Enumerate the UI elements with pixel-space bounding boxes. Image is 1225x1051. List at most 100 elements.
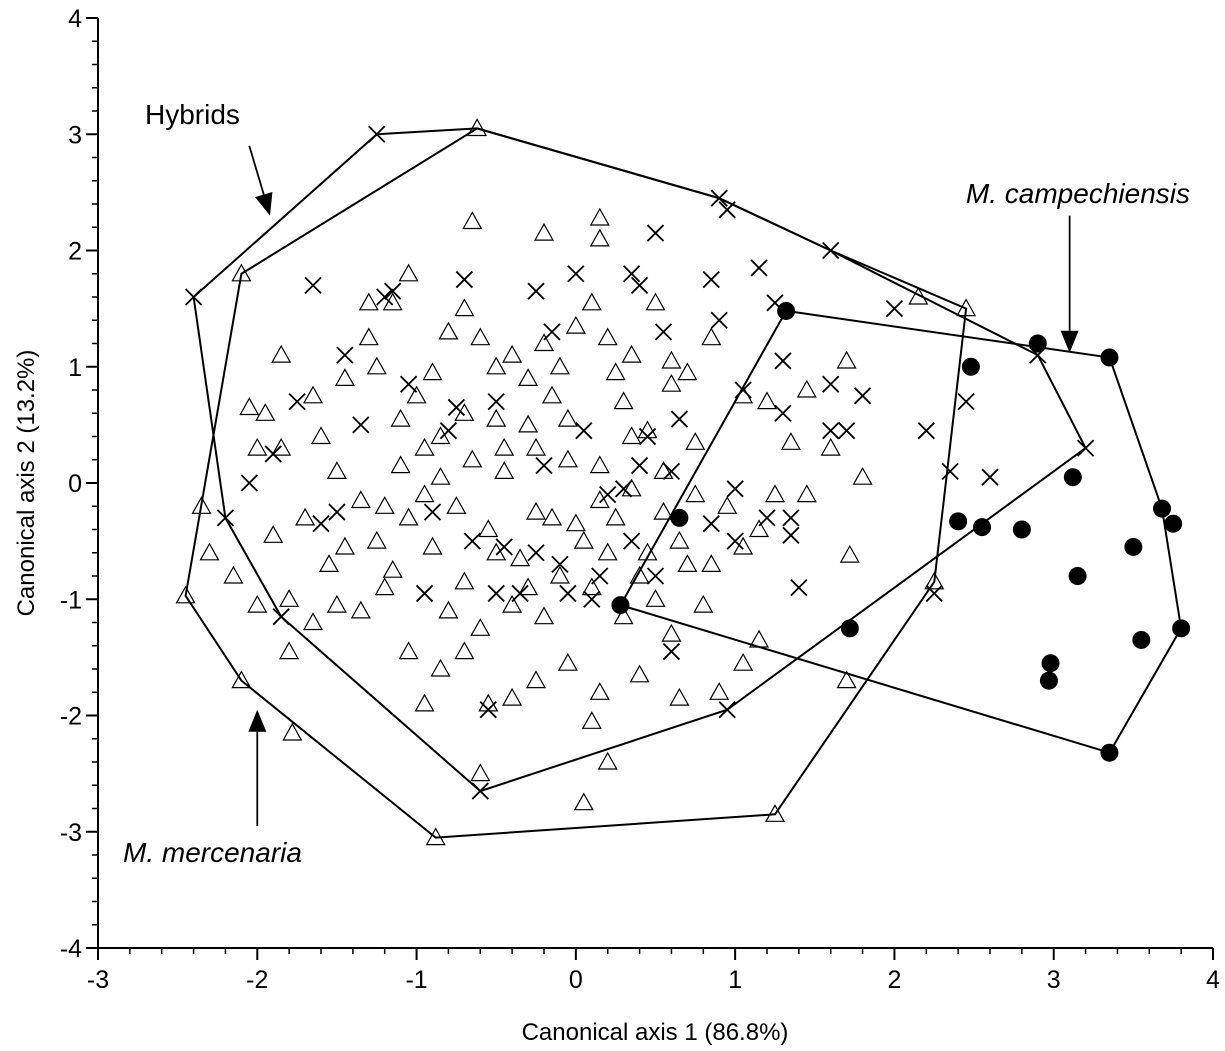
cross-stroke <box>774 404 792 422</box>
triangle-point <box>701 554 722 573</box>
cross-stroke <box>981 468 999 486</box>
triangle-point <box>398 507 419 526</box>
triangle-point <box>677 554 698 573</box>
triangle-point <box>279 641 300 660</box>
cross-point <box>463 532 481 550</box>
cross-point <box>702 515 720 533</box>
cross-stroke <box>662 642 681 661</box>
cross-stroke <box>495 538 513 556</box>
triangle-point <box>199 542 220 561</box>
cross-stroke <box>423 503 442 521</box>
triangle-point <box>454 641 475 660</box>
dot-point <box>1039 671 1058 690</box>
triangle-point <box>597 542 618 561</box>
triangle-point <box>263 525 284 543</box>
cross-point <box>726 480 744 498</box>
annotation-0: Hybrids <box>145 99 273 216</box>
cross-point <box>511 584 529 603</box>
triangle-point <box>334 536 355 555</box>
cross-point <box>790 578 808 597</box>
cross-stroke <box>272 608 290 626</box>
triangle-point <box>326 594 347 613</box>
cross-stroke <box>782 526 800 544</box>
cross-stroke <box>551 555 569 574</box>
triangle-point <box>836 670 857 689</box>
cross-stroke <box>774 352 792 370</box>
cross-stroke <box>750 259 768 277</box>
cross-stroke <box>702 515 720 533</box>
cross-stroke <box>710 311 728 329</box>
triangle-point <box>669 687 690 706</box>
cross-stroke <box>726 532 744 550</box>
triangle-point <box>191 496 212 514</box>
cross-stroke <box>312 515 330 533</box>
annotation-2: M. mercenaria <box>123 709 302 868</box>
triangle-point <box>478 519 499 538</box>
triangle-point <box>326 461 347 479</box>
triangle-point <box>382 292 403 311</box>
cross-point <box>622 265 641 283</box>
triangle-point <box>581 577 602 596</box>
triangle-point <box>382 559 403 578</box>
triangle-point <box>629 664 650 683</box>
triangle-point <box>717 496 738 514</box>
cross-stroke <box>885 299 904 318</box>
triangle-point <box>589 228 610 247</box>
scatter-markers <box>175 118 1191 846</box>
cross-point <box>774 352 792 370</box>
triangle-point <box>470 763 491 782</box>
triangle-point <box>175 585 196 604</box>
triangle-point <box>247 594 268 613</box>
triangle-point <box>852 466 873 485</box>
triangle-point <box>494 461 515 479</box>
dot-point <box>1124 537 1143 556</box>
cross-point <box>471 782 489 800</box>
triangle-point <box>350 600 371 619</box>
triangle-point <box>494 437 515 456</box>
triangle-point <box>924 571 945 590</box>
cross-point <box>925 584 943 603</box>
cross-stroke <box>630 456 649 475</box>
triangle-point <box>605 507 626 526</box>
triangle-point <box>239 397 260 416</box>
triangle-point <box>486 408 507 427</box>
y-tick-label: 3 <box>68 121 82 149</box>
triangle-point <box>430 466 451 485</box>
cross-point <box>599 485 617 504</box>
cross-stroke <box>646 567 665 585</box>
cross-stroke <box>288 392 306 411</box>
cross-point <box>638 427 657 446</box>
triangle-point <box>502 344 523 363</box>
cross-point <box>646 224 665 242</box>
y-tick-label: 4 <box>68 5 82 33</box>
cross-point <box>853 387 872 405</box>
triangle-point <box>318 554 340 573</box>
cross-point <box>439 422 458 440</box>
cross-point <box>662 462 681 481</box>
triangle-point <box>836 350 857 369</box>
triangle-point <box>645 589 666 607</box>
triangle-point <box>279 589 300 607</box>
cross-stroke <box>957 392 975 411</box>
triangle-point <box>685 432 706 450</box>
triangle-point <box>653 501 674 520</box>
cross-point <box>399 375 418 393</box>
cross-stroke <box>638 427 657 446</box>
cross-point <box>447 398 466 417</box>
triangle-point <box>839 544 860 563</box>
triangle-point <box>613 391 634 410</box>
cross-stroke <box>216 509 235 527</box>
cross-stroke <box>184 288 203 306</box>
cross-stroke <box>567 265 585 283</box>
cross-stroke <box>726 480 744 498</box>
cross-point <box>487 392 505 411</box>
annotation-arrow-head <box>255 192 273 216</box>
cross-point <box>328 503 346 521</box>
cross-point <box>184 288 203 306</box>
triangle-point <box>661 623 682 642</box>
triangle-point <box>502 594 523 613</box>
triangle-point <box>438 600 459 619</box>
cross-stroke <box>352 416 370 434</box>
cross-point <box>718 201 736 219</box>
cross-stroke <box>479 701 497 719</box>
